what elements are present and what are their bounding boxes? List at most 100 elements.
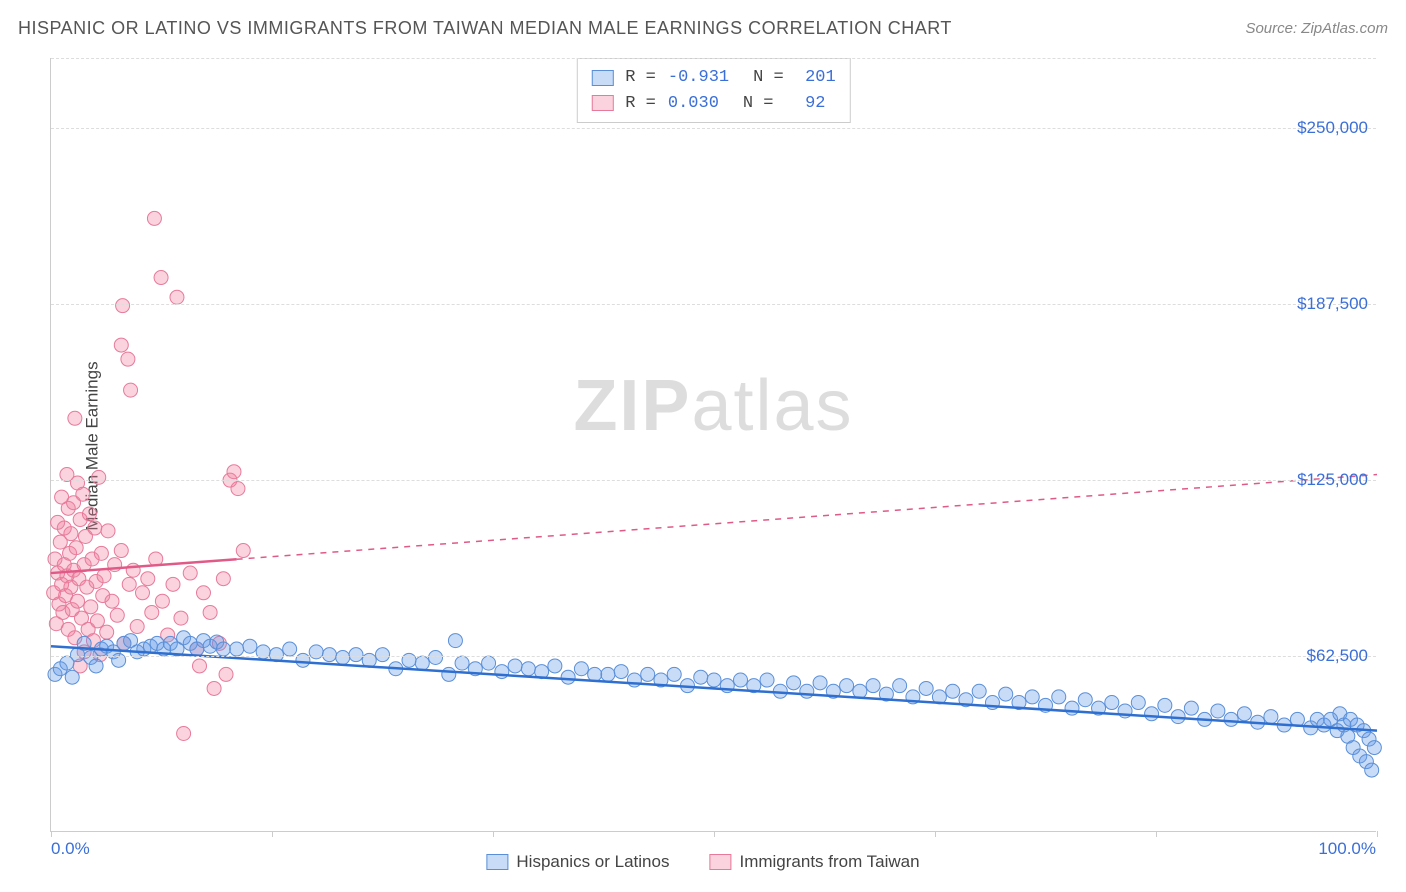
- xtick-mark: [935, 831, 936, 837]
- chart-area: ZIPatlas R =-0.931N =201R =0.030N =92 $6…: [50, 58, 1376, 832]
- scatter-point: [508, 659, 522, 673]
- xtick-mark: [714, 831, 715, 837]
- scatter-point: [71, 594, 85, 608]
- scatter-plot: [51, 58, 1376, 831]
- scatter-point: [919, 681, 933, 695]
- xtick-mark: [272, 831, 273, 837]
- scatter-point: [89, 659, 103, 673]
- xtick-label: 0.0%: [51, 839, 90, 859]
- scatter-point: [92, 470, 106, 484]
- scatter-point: [1184, 701, 1198, 715]
- stat-n-label: N =: [753, 65, 784, 91]
- scatter-point: [100, 625, 114, 639]
- scatter-point: [574, 662, 588, 676]
- trend-line: [51, 646, 1377, 730]
- scatter-point: [442, 667, 456, 681]
- scatter-point: [1145, 707, 1159, 721]
- stat-n-label: N =: [743, 91, 774, 117]
- scatter-point: [455, 656, 469, 670]
- scatter-point: [170, 290, 184, 304]
- scatter-point: [1052, 690, 1066, 704]
- swatch: [486, 854, 508, 870]
- legend-item: Immigrants from Taiwan: [709, 852, 919, 872]
- scatter-point: [813, 676, 827, 690]
- grid-line: [51, 58, 1376, 59]
- scatter-point: [65, 670, 79, 684]
- scatter-point: [69, 541, 83, 555]
- scatter-point: [88, 521, 102, 535]
- scatter-point: [840, 679, 854, 693]
- stat-row: R =-0.931N =201: [591, 65, 835, 91]
- scatter-point: [548, 659, 562, 673]
- scatter-point: [219, 667, 233, 681]
- scatter-point: [145, 605, 159, 619]
- stat-box: R =-0.931N =201R =0.030N =92: [576, 58, 850, 123]
- scatter-point: [667, 667, 681, 681]
- scatter-point: [800, 684, 814, 698]
- scatter-point: [135, 586, 149, 600]
- xtick-mark: [1156, 831, 1157, 837]
- scatter-point: [1211, 704, 1225, 718]
- grid-line: [51, 128, 1376, 129]
- xtick-label: 100.0%: [1318, 839, 1376, 859]
- scatter-point: [482, 656, 496, 670]
- scatter-point: [101, 524, 115, 538]
- scatter-point: [124, 383, 138, 397]
- ytick-label: $187,500: [1297, 294, 1368, 314]
- scatter-point: [336, 650, 350, 664]
- scatter-point: [429, 650, 443, 664]
- source-label: Source: ZipAtlas.com: [1245, 20, 1388, 37]
- scatter-point: [999, 687, 1013, 701]
- scatter-point: [177, 726, 191, 740]
- scatter-point: [415, 656, 429, 670]
- scatter-point: [601, 667, 615, 681]
- scatter-point: [183, 566, 197, 580]
- scatter-point: [1131, 696, 1145, 710]
- scatter-point: [207, 681, 221, 695]
- scatter-point: [760, 673, 774, 687]
- swatch: [591, 95, 613, 111]
- scatter-point: [114, 338, 128, 352]
- scatter-point: [121, 352, 135, 366]
- scatter-point: [1078, 693, 1092, 707]
- scatter-point: [349, 648, 363, 662]
- scatter-point: [694, 670, 708, 684]
- scatter-point: [707, 673, 721, 687]
- legend-label: Hispanics or Latinos: [516, 852, 669, 872]
- scatter-point: [521, 662, 535, 676]
- scatter-point: [227, 465, 241, 479]
- scatter-point: [893, 679, 907, 693]
- scatter-point: [1105, 696, 1119, 710]
- xtick-mark: [493, 831, 494, 837]
- scatter-point: [155, 594, 169, 608]
- scatter-point: [90, 614, 104, 628]
- ytick-label: $250,000: [1297, 118, 1368, 138]
- scatter-point: [866, 679, 880, 693]
- scatter-point: [283, 642, 297, 656]
- scatter-point: [68, 411, 82, 425]
- scatter-point: [110, 608, 124, 622]
- scatter-point: [1365, 763, 1379, 777]
- scatter-point: [231, 482, 245, 496]
- scatter-point: [1158, 698, 1172, 712]
- scatter-point: [216, 642, 230, 656]
- scatter-point: [1264, 710, 1278, 724]
- scatter-point: [641, 667, 655, 681]
- scatter-point: [561, 670, 575, 684]
- scatter-point: [122, 577, 136, 591]
- scatter-point: [196, 586, 210, 600]
- scatter-point: [322, 648, 336, 662]
- scatter-point: [203, 605, 217, 619]
- scatter-point: [230, 642, 244, 656]
- scatter-point: [166, 577, 180, 591]
- scatter-point: [1025, 690, 1039, 704]
- stat-n-value: 92: [786, 91, 826, 117]
- swatch: [591, 70, 613, 86]
- scatter-point: [1237, 707, 1251, 721]
- xtick-mark: [1377, 831, 1378, 837]
- scatter-point: [116, 299, 130, 313]
- scatter-point: [236, 544, 250, 558]
- stat-n-value: 201: [796, 65, 836, 91]
- scatter-point: [76, 487, 90, 501]
- scatter-point: [243, 639, 257, 653]
